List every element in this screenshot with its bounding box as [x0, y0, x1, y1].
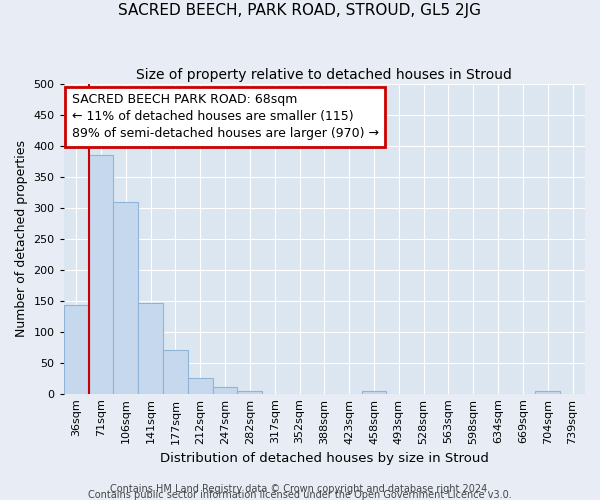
Text: SACRED BEECH, PARK ROAD, STROUD, GL5 2JG: SACRED BEECH, PARK ROAD, STROUD, GL5 2JG: [119, 2, 482, 18]
Bar: [238, 390, 262, 394]
Text: SACRED BEECH PARK ROAD: 68sqm
← 11% of detached houses are smaller (115)
89% of : SACRED BEECH PARK ROAD: 68sqm ← 11% of d…: [71, 94, 379, 140]
Text: Contains public sector information licensed under the Open Government Licence v3: Contains public sector information licen…: [88, 490, 512, 500]
Bar: [535, 391, 560, 394]
Bar: [188, 378, 212, 394]
Text: Contains HM Land Registry data © Crown copyright and database right 2024.: Contains HM Land Registry data © Crown c…: [110, 484, 490, 494]
X-axis label: Distribution of detached houses by size in Stroud: Distribution of detached houses by size …: [160, 452, 489, 465]
Bar: [138, 302, 163, 394]
Bar: [163, 350, 188, 394]
Bar: [212, 388, 238, 394]
Bar: [89, 156, 113, 394]
Y-axis label: Number of detached properties: Number of detached properties: [15, 140, 28, 338]
Bar: [64, 304, 89, 394]
Bar: [113, 202, 138, 394]
Bar: [362, 391, 386, 394]
Title: Size of property relative to detached houses in Stroud: Size of property relative to detached ho…: [136, 68, 512, 82]
